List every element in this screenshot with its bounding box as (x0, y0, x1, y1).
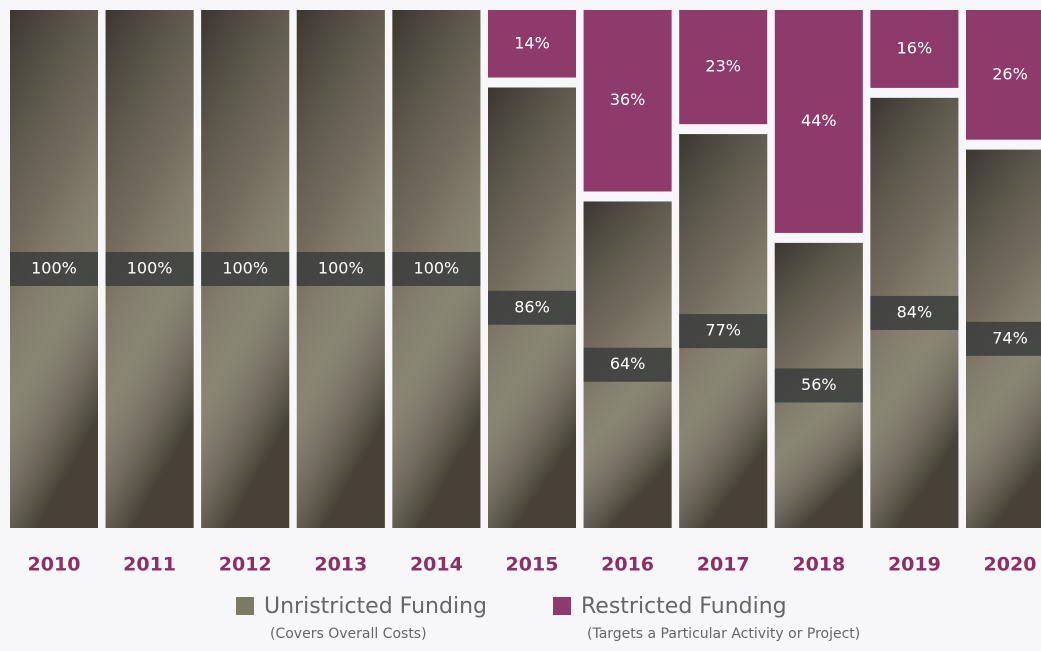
value-label: 56% (801, 375, 837, 394)
legend-swatch (236, 597, 254, 615)
value-label: 86% (514, 297, 550, 316)
value-label: 44% (801, 111, 837, 130)
legend-label: Restricted Funding (581, 594, 787, 619)
value-label: 36% (610, 90, 646, 109)
x-tick-label: 2012 (219, 554, 272, 576)
x-tick-label: 2018 (792, 554, 845, 576)
value-label: 23% (705, 57, 741, 76)
x-tick-label: 2011 (123, 554, 176, 576)
value-label: 64% (610, 354, 646, 373)
value-label: 74% (992, 328, 1028, 347)
x-tick-label: 2019 (888, 554, 941, 576)
x-tick-label: 2013 (314, 554, 367, 576)
value-label: 100% (222, 259, 268, 278)
value-label: 100% (414, 259, 460, 278)
x-tick-label: 2010 (28, 554, 81, 576)
x-tick-label: 2015 (506, 554, 559, 576)
legend-label: Unristricted Funding (264, 594, 487, 619)
x-tick-label: 2017 (697, 554, 750, 576)
chart: 100% 2010 100% 2011 100% 2012 100% 2013 100% 2014… (0, 0, 1041, 651)
value-label: 100% (318, 259, 364, 278)
value-label: 16% (897, 38, 933, 57)
value-label: 100% (31, 259, 77, 278)
value-label: 77% (705, 321, 741, 340)
value-label: 14% (514, 33, 550, 52)
value-label: 84% (897, 302, 933, 321)
value-label: 100% (127, 259, 173, 278)
legend-note: (Covers Overall Costs) (270, 626, 427, 642)
legend-swatch (553, 597, 571, 615)
value-label: 26% (992, 64, 1028, 83)
x-tick-label: 2014 (410, 554, 463, 576)
legend-note: (Targets a Particular Activity or Projec… (587, 626, 860, 642)
x-tick-label: 2016 (601, 554, 654, 576)
x-tick-label: 2020 (984, 554, 1037, 576)
